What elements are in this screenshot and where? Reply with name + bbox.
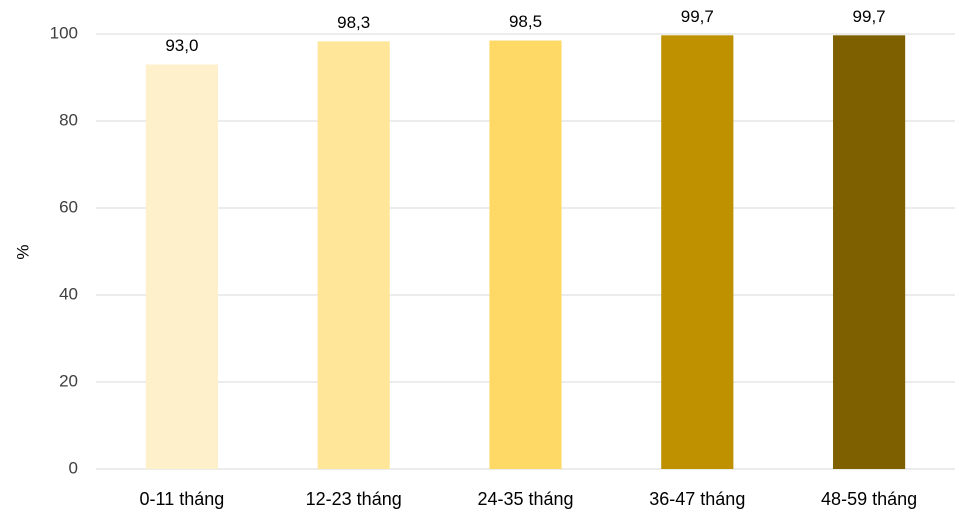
y-axis-ticks: 0 20 40 60 80 100 — [50, 23, 78, 477]
x-tick-label: 0-11 tháng — [140, 489, 225, 509]
data-label: 99,7 — [681, 7, 714, 26]
bar — [317, 41, 390, 470]
x-axis-ticks: 0-11 tháng 12-23 tháng 24-35 tháng 36-47 th… — [140, 489, 918, 509]
x-tick-label: 36-47 tháng — [649, 489, 745, 509]
data-labels: 93,0 98,3 98,5 99,7 99,7 — [165, 7, 885, 55]
y-tick-label: 60 — [59, 197, 78, 216]
y-tick-label: 80 — [59, 110, 78, 129]
y-tick-label: 40 — [59, 284, 78, 303]
bar — [145, 64, 218, 469]
bars — [145, 35, 906, 470]
bar — [833, 35, 906, 470]
data-label: 99,7 — [853, 7, 886, 26]
y-tick-label: 0 — [69, 458, 78, 477]
data-label: 93,0 — [165, 36, 198, 55]
data-label: 98,3 — [337, 13, 370, 32]
y-tick-label: 20 — [59, 371, 78, 390]
data-label: 98,5 — [509, 12, 542, 31]
y-tick-label: 100 — [50, 23, 78, 42]
x-tick-label: 48-59 tháng — [821, 489, 917, 509]
y-axis-label: % — [13, 244, 32, 259]
bar — [661, 35, 734, 470]
x-tick-label: 12-23 tháng — [306, 489, 402, 509]
bar — [489, 40, 562, 470]
x-tick-label: 24-35 tháng — [477, 489, 573, 509]
